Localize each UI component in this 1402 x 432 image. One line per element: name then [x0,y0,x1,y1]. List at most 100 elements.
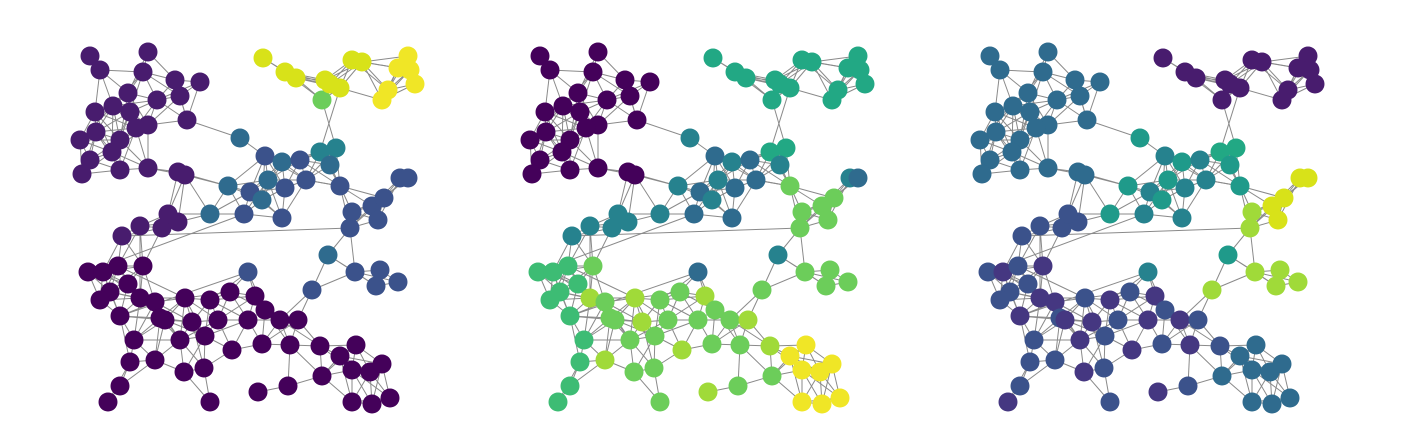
graph-node [990,290,1010,310]
graph-node [133,256,153,276]
graph-node [838,272,858,292]
graph-node [746,170,766,190]
graph-node [625,165,645,185]
graph-node [170,86,190,106]
graph-node [530,150,550,170]
graph-node [1210,336,1230,356]
graph-node [576,118,596,138]
graph-node [340,218,360,238]
graph-node [558,256,578,276]
graph-node [1038,158,1058,178]
graph-node [118,83,138,103]
graph-node [990,60,1010,80]
graph-node [248,382,268,402]
graph-node [1100,204,1120,224]
graph-node [752,280,772,300]
graph-node [368,210,388,230]
graph-node [780,176,800,196]
graph-node [200,392,220,412]
graph-node [200,204,220,224]
graph-node [627,110,647,130]
graph-node [1210,142,1230,162]
graph-node [560,306,580,326]
node-layer [970,42,1325,414]
graph-node [130,288,150,308]
graph-node [1180,335,1200,355]
graph-node [312,90,332,110]
graph-node [1270,260,1290,280]
graph-node [398,168,418,188]
graph-node [234,204,254,224]
graph-node [522,164,542,184]
graph-node [190,72,210,92]
graph-node [138,42,158,62]
graph-node [165,70,185,90]
graph-node [1246,335,1266,355]
graph-node [1188,310,1208,330]
graph-node [330,176,350,196]
graph-node [222,340,242,360]
graph-node [850,60,870,80]
graph-node [170,330,190,350]
graph-node [624,362,644,382]
graph-node [86,122,106,142]
graph-node [608,204,628,224]
graph-node [1268,210,1288,230]
graph-node [1075,288,1095,308]
node-layer [520,42,875,414]
graph-node [560,160,580,180]
graph-node [816,276,836,296]
graph-node [830,388,850,408]
graph-node [238,262,258,282]
graph-node [252,334,272,354]
graph-node [85,102,105,122]
graph-node [597,90,617,110]
graph-node [255,146,275,166]
graph-node [822,354,842,374]
graph-node [362,394,382,414]
graph-node [762,366,782,386]
graph-node [312,366,332,386]
graph-node [1138,310,1158,330]
graph-node [1077,110,1097,130]
graph-node [252,190,272,210]
graph-node [820,260,840,280]
graph-node [1030,288,1050,308]
graph-node [124,330,144,350]
graph-node [705,146,725,166]
graph-node [1220,74,1240,94]
graph-node [725,178,745,198]
graph-node [255,300,275,320]
graph-node [1152,334,1172,354]
graph-node [552,142,572,162]
graph-node [760,336,780,356]
graph-node [145,350,165,370]
graph-node [1018,83,1038,103]
graph-node [286,68,306,88]
graph-node [543,262,563,282]
graph-node [195,326,215,346]
graph-node [177,110,197,130]
graph-node [583,256,603,276]
graph-node [1134,204,1154,224]
graph-node [1242,360,1262,380]
graph-node [342,202,362,222]
graph-node [1155,300,1175,320]
graph-node [728,376,748,396]
graph-node [1010,376,1030,396]
graph-node [320,74,340,94]
graph-node [372,354,392,374]
graph-node [1148,382,1168,402]
graph-node [1272,354,1292,374]
graph-node [702,334,722,354]
graph-node [1010,306,1030,326]
graph-node [310,336,330,356]
graph-node [1190,150,1210,170]
graph-node [1070,330,1090,350]
graph-node [978,262,998,282]
graph-node [218,176,238,196]
graph-node [118,274,138,294]
graph-node [1196,170,1216,190]
graph-node [818,210,838,230]
